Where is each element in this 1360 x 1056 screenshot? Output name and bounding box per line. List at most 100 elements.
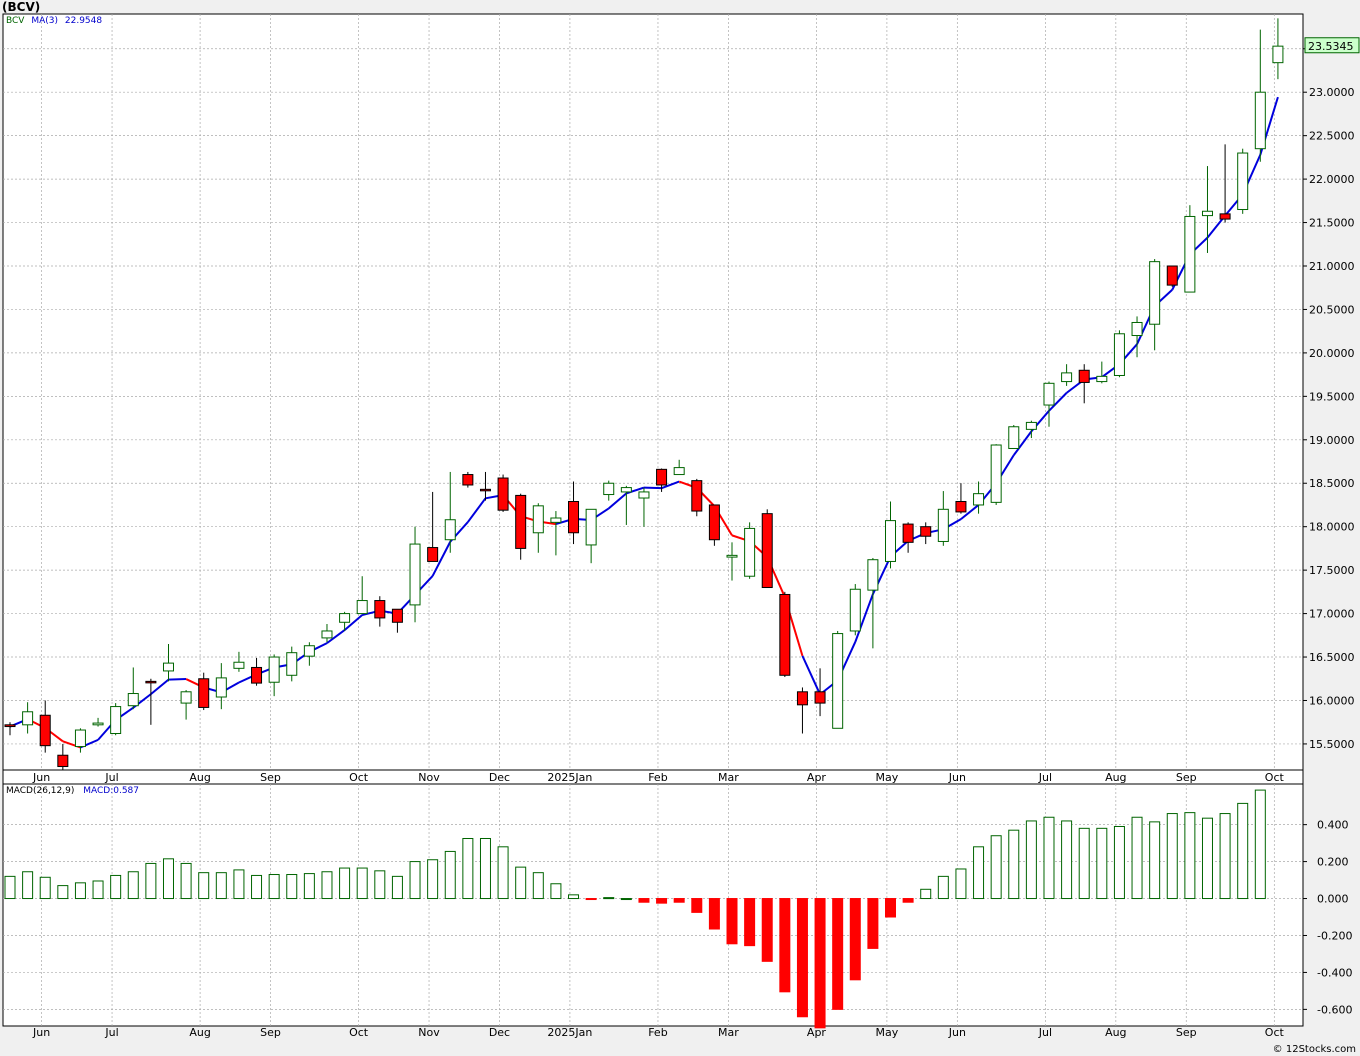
ma-segment bbox=[1048, 392, 1068, 412]
macd-bar bbox=[1131, 816, 1143, 900]
candle-body bbox=[973, 493, 985, 506]
price-month-label: Jul bbox=[1038, 771, 1052, 784]
price-month-label: Mar bbox=[718, 771, 739, 784]
candle-body bbox=[409, 543, 421, 606]
ma-segment bbox=[801, 655, 821, 695]
candle-body bbox=[1096, 375, 1108, 383]
candle-body bbox=[867, 559, 879, 591]
macd-bar bbox=[39, 876, 51, 900]
macd-month-label: Nov bbox=[418, 1026, 440, 1039]
candle-body bbox=[1201, 210, 1213, 217]
macd-month-label: Sep bbox=[1176, 1026, 1197, 1039]
macd-bar bbox=[885, 898, 896, 918]
macd-month-label: Feb bbox=[648, 1026, 667, 1039]
price-month-label: Oct bbox=[1265, 771, 1285, 784]
candle-body bbox=[444, 519, 456, 541]
candle-body bbox=[57, 754, 69, 768]
price-tick-label: 22.0000 bbox=[1309, 173, 1355, 186]
price-month-label: Jun bbox=[948, 771, 966, 784]
macd-bar bbox=[1254, 789, 1266, 900]
price-tick-label: 21.0000 bbox=[1309, 260, 1355, 273]
candle-body bbox=[251, 666, 263, 684]
candle-body bbox=[814, 691, 826, 704]
macd-bar bbox=[374, 870, 386, 900]
macd-bar bbox=[215, 872, 227, 900]
candle-body bbox=[356, 600, 368, 615]
macd-bar bbox=[1219, 813, 1231, 900]
macd-bar bbox=[497, 846, 509, 900]
macd-bar bbox=[1078, 827, 1090, 900]
candle-body bbox=[726, 554, 738, 558]
candle-body bbox=[1025, 421, 1037, 430]
ma-segment bbox=[467, 497, 487, 523]
last-price-tag: 23.5345 bbox=[1304, 37, 1360, 54]
macd-bar bbox=[656, 898, 668, 904]
ma-segment bbox=[168, 678, 187, 681]
candle-body bbox=[268, 656, 280, 683]
macd-bar bbox=[110, 874, 122, 900]
price-month-label: Dec bbox=[489, 771, 510, 784]
candle-body bbox=[215, 677, 227, 698]
macd-bar bbox=[691, 898, 703, 913]
candle-body bbox=[92, 722, 104, 726]
candle-body bbox=[849, 588, 861, 632]
candle-body bbox=[1008, 426, 1020, 449]
last-price-box bbox=[1304, 37, 1360, 54]
price-month-label: 2025Jan bbox=[547, 771, 592, 784]
candle-body bbox=[603, 482, 615, 496]
macd-bar bbox=[550, 883, 562, 900]
price-month-label: Nov bbox=[418, 771, 440, 784]
price-legend: BCV MA(3) 22.9548 bbox=[6, 16, 102, 26]
price-month-label: Aug bbox=[189, 771, 210, 784]
macd-month-label: Mar bbox=[718, 1026, 739, 1039]
macd-bar bbox=[761, 898, 773, 962]
macd-bar bbox=[198, 872, 210, 900]
macd-bar bbox=[620, 898, 632, 901]
macd-bar bbox=[268, 874, 280, 900]
macd-tick-label: -0.400 bbox=[1317, 966, 1352, 979]
macd-bar bbox=[22, 871, 34, 900]
price-month-label: Sep bbox=[1176, 771, 1197, 784]
ma-segment bbox=[431, 541, 452, 577]
macd-bar bbox=[1061, 820, 1073, 900]
candle-body bbox=[1149, 261, 1161, 325]
macd-bar bbox=[286, 874, 298, 900]
candle-body bbox=[427, 547, 439, 562]
macd-bar bbox=[990, 835, 1002, 900]
macd-legend-value: MACD:0.587 bbox=[83, 786, 140, 796]
ma-segment bbox=[343, 614, 363, 631]
macd-bar bbox=[726, 898, 738, 945]
macd-month-label: Oct bbox=[1265, 1026, 1285, 1039]
macd-bar bbox=[1096, 827, 1108, 900]
macd-bars bbox=[4, 789, 1266, 1029]
macd-month-label: Oct bbox=[349, 1026, 369, 1039]
candle-body bbox=[198, 678, 210, 708]
macd-bar bbox=[973, 846, 985, 900]
price-tick-label: 16.0000 bbox=[1309, 694, 1355, 707]
macd-bar bbox=[356, 867, 368, 900]
candle-body bbox=[708, 504, 720, 541]
candle-body bbox=[796, 691, 808, 706]
candles bbox=[4, 18, 1284, 770]
candle-body bbox=[1043, 382, 1055, 406]
macd-bar bbox=[57, 885, 69, 900]
price-tick-label: 20.0000 bbox=[1309, 347, 1355, 360]
macd-bar bbox=[955, 868, 967, 900]
macd-month-label: 2025Jan bbox=[547, 1026, 592, 1039]
candle-body bbox=[110, 706, 122, 735]
macd-bar bbox=[515, 866, 527, 900]
price-month-label: Jun bbox=[32, 771, 50, 784]
candle-body bbox=[1219, 213, 1231, 220]
candle-body bbox=[4, 724, 16, 728]
candle-body bbox=[550, 517, 562, 523]
candle-body bbox=[885, 520, 896, 562]
macd-bar bbox=[568, 894, 580, 900]
price-month-label: Apr bbox=[807, 771, 827, 784]
macd-bar bbox=[867, 898, 879, 949]
price-month-label: May bbox=[876, 771, 899, 784]
macd-month-label: Dec bbox=[489, 1026, 510, 1039]
candle-body bbox=[638, 491, 650, 499]
copyright-credit: © 12Stocks.com bbox=[1272, 1044, 1356, 1055]
macd-bar bbox=[603, 897, 615, 900]
price-month-label: Feb bbox=[648, 771, 667, 784]
